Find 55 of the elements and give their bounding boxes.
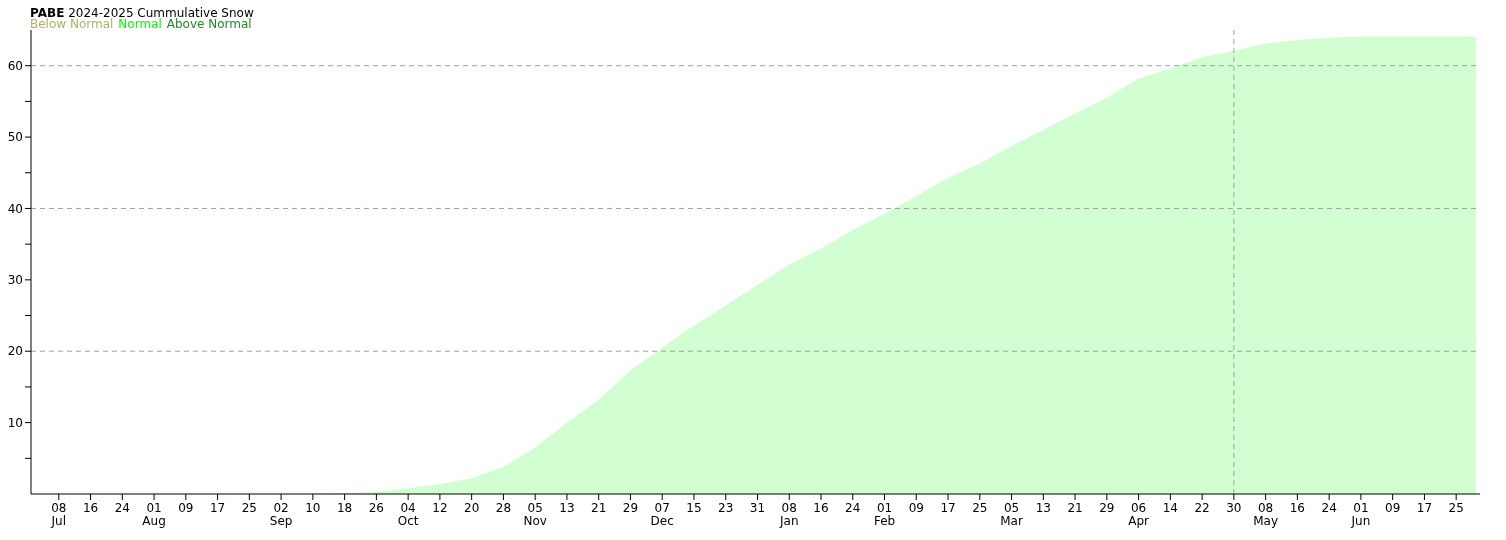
x-tick-label: 28 — [495, 501, 512, 515]
x-tick-label: 02 Sep — [269, 501, 293, 528]
x-tick-label: 18 — [336, 501, 353, 515]
x-tick-label: 16 — [82, 501, 99, 515]
x-tick-label: 06 Apr — [1128, 501, 1150, 528]
x-tick-label: 17 — [940, 501, 956, 515]
x-tick-label: 10 — [305, 501, 321, 515]
x-tick-label: 09 — [908, 501, 924, 515]
x-tick-label: 01 Aug — [142, 501, 166, 528]
x-tick-label: 16 — [1289, 501, 1306, 515]
x-tick-label: 05 Nov — [523, 501, 547, 528]
x-tick-label: 17 — [1416, 501, 1433, 515]
x-tick-label: 17 — [209, 501, 226, 515]
x-tick-label: 13 — [559, 501, 575, 515]
x-tick-label: 21 — [591, 501, 607, 515]
y-tick-label: 10 — [7, 415, 23, 430]
x-tick-label: 29 — [622, 501, 639, 515]
x-tick-label: 23 — [718, 501, 734, 515]
x-tick-label: 09 — [1385, 501, 1401, 515]
x-tick-label: 25 — [1448, 501, 1464, 515]
x-tick-label: 07 Dec — [650, 501, 674, 528]
y-tick-label: 60 — [7, 58, 23, 73]
x-tick-label: 24 — [114, 501, 130, 515]
x-tick-label: 31 — [749, 501, 766, 515]
x-tick-label: 04 Oct — [397, 501, 419, 528]
x-tick-label: 08 Jan — [778, 501, 799, 528]
x-tick-label: 21 — [1067, 501, 1083, 515]
x-tick-label: 26 — [368, 501, 385, 515]
x-tick-label: 24 — [845, 501, 861, 515]
y-tick-label: 40 — [7, 201, 23, 216]
x-tick-label: 22 — [1194, 501, 1210, 515]
x-tick-label: 25 — [972, 501, 988, 515]
x-tick-label: 29 — [1099, 501, 1115, 515]
x-tick-label: 14 — [1162, 501, 1178, 515]
legend-label: Above Normal — [166, 17, 252, 31]
x-tick-label: 01 Feb — [873, 501, 896, 528]
x-tick-label: 20 — [464, 501, 480, 515]
text: Normal — [118, 17, 162, 31]
x-tick-label: 08 Jul — [50, 501, 67, 528]
chart-title: PABE 2024-2025 Cummulative Snow — [30, 6, 254, 20]
y-tick-label: 30 — [7, 273, 23, 288]
x-tick-label: 16 — [813, 501, 829, 515]
x-tick-label: 13 — [1035, 501, 1051, 515]
y-tick-label: 20 — [7, 344, 23, 359]
x-tick-label: 24 — [1321, 501, 1337, 515]
x-tick-label: 09 — [178, 501, 194, 515]
x-tick-label: 12 — [432, 501, 448, 515]
x-tick-label: 15 — [686, 501, 702, 515]
legend-label: Below Normal — [30, 17, 114, 31]
x-tick-label: 25 — [241, 501, 257, 515]
x-tick-label: 05 Mar — [1000, 501, 1023, 528]
x-tick-label: 08 May — [1253, 501, 1279, 528]
x-tick-label: 01 Jun — [1350, 501, 1371, 528]
y-tick-label: 50 — [7, 130, 23, 145]
x-tick-label: 30 — [1226, 501, 1242, 515]
